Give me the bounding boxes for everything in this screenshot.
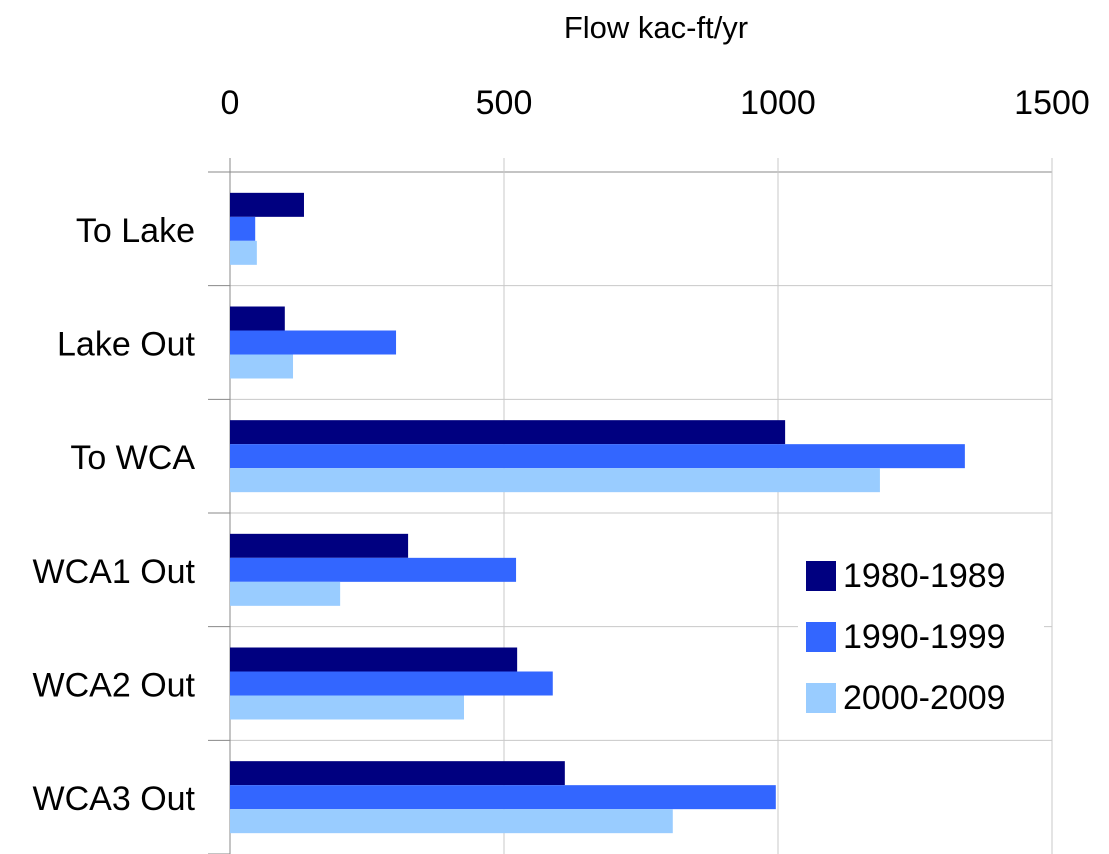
y-tick-label: To WCA xyxy=(70,439,195,477)
legend-label: 2000-2009 xyxy=(843,679,1006,717)
bar xyxy=(230,420,786,445)
y-tick-label: WCA2 Out xyxy=(33,666,196,704)
y-tick-label: WCA3 Out xyxy=(33,780,196,818)
legend-swatch xyxy=(806,683,836,713)
y-tick-label: To Lake xyxy=(76,212,195,250)
bar xyxy=(230,557,517,582)
bar xyxy=(230,306,285,331)
bar xyxy=(230,809,673,834)
bar xyxy=(230,240,257,265)
bar xyxy=(230,330,397,355)
x-tick-label: 0 xyxy=(221,84,240,122)
bar xyxy=(230,354,294,379)
bar xyxy=(230,533,409,558)
x-tick-label: 500 xyxy=(476,84,533,122)
y-tick-label: Lake Out xyxy=(57,325,196,363)
bar xyxy=(230,647,518,672)
bar xyxy=(230,671,553,696)
bar xyxy=(230,444,965,469)
bar xyxy=(230,761,565,786)
x-tick-label: 1000 xyxy=(740,84,816,122)
bar xyxy=(230,695,464,720)
y-tick-label: WCA1 Out xyxy=(33,553,196,591)
legend-swatch xyxy=(806,622,836,652)
bar xyxy=(230,192,304,217)
bar xyxy=(230,468,880,493)
chart-title: Flow kac-ft/yr xyxy=(564,10,748,45)
legend-label: 1990-1999 xyxy=(843,618,1006,656)
bar xyxy=(230,581,341,606)
bar xyxy=(230,785,776,810)
x-tick-label: 1500 xyxy=(1014,84,1090,122)
legend-swatch xyxy=(806,561,836,591)
legend-background xyxy=(798,548,1044,728)
legend-label: 1980-1989 xyxy=(843,557,1006,595)
bar xyxy=(230,216,256,241)
